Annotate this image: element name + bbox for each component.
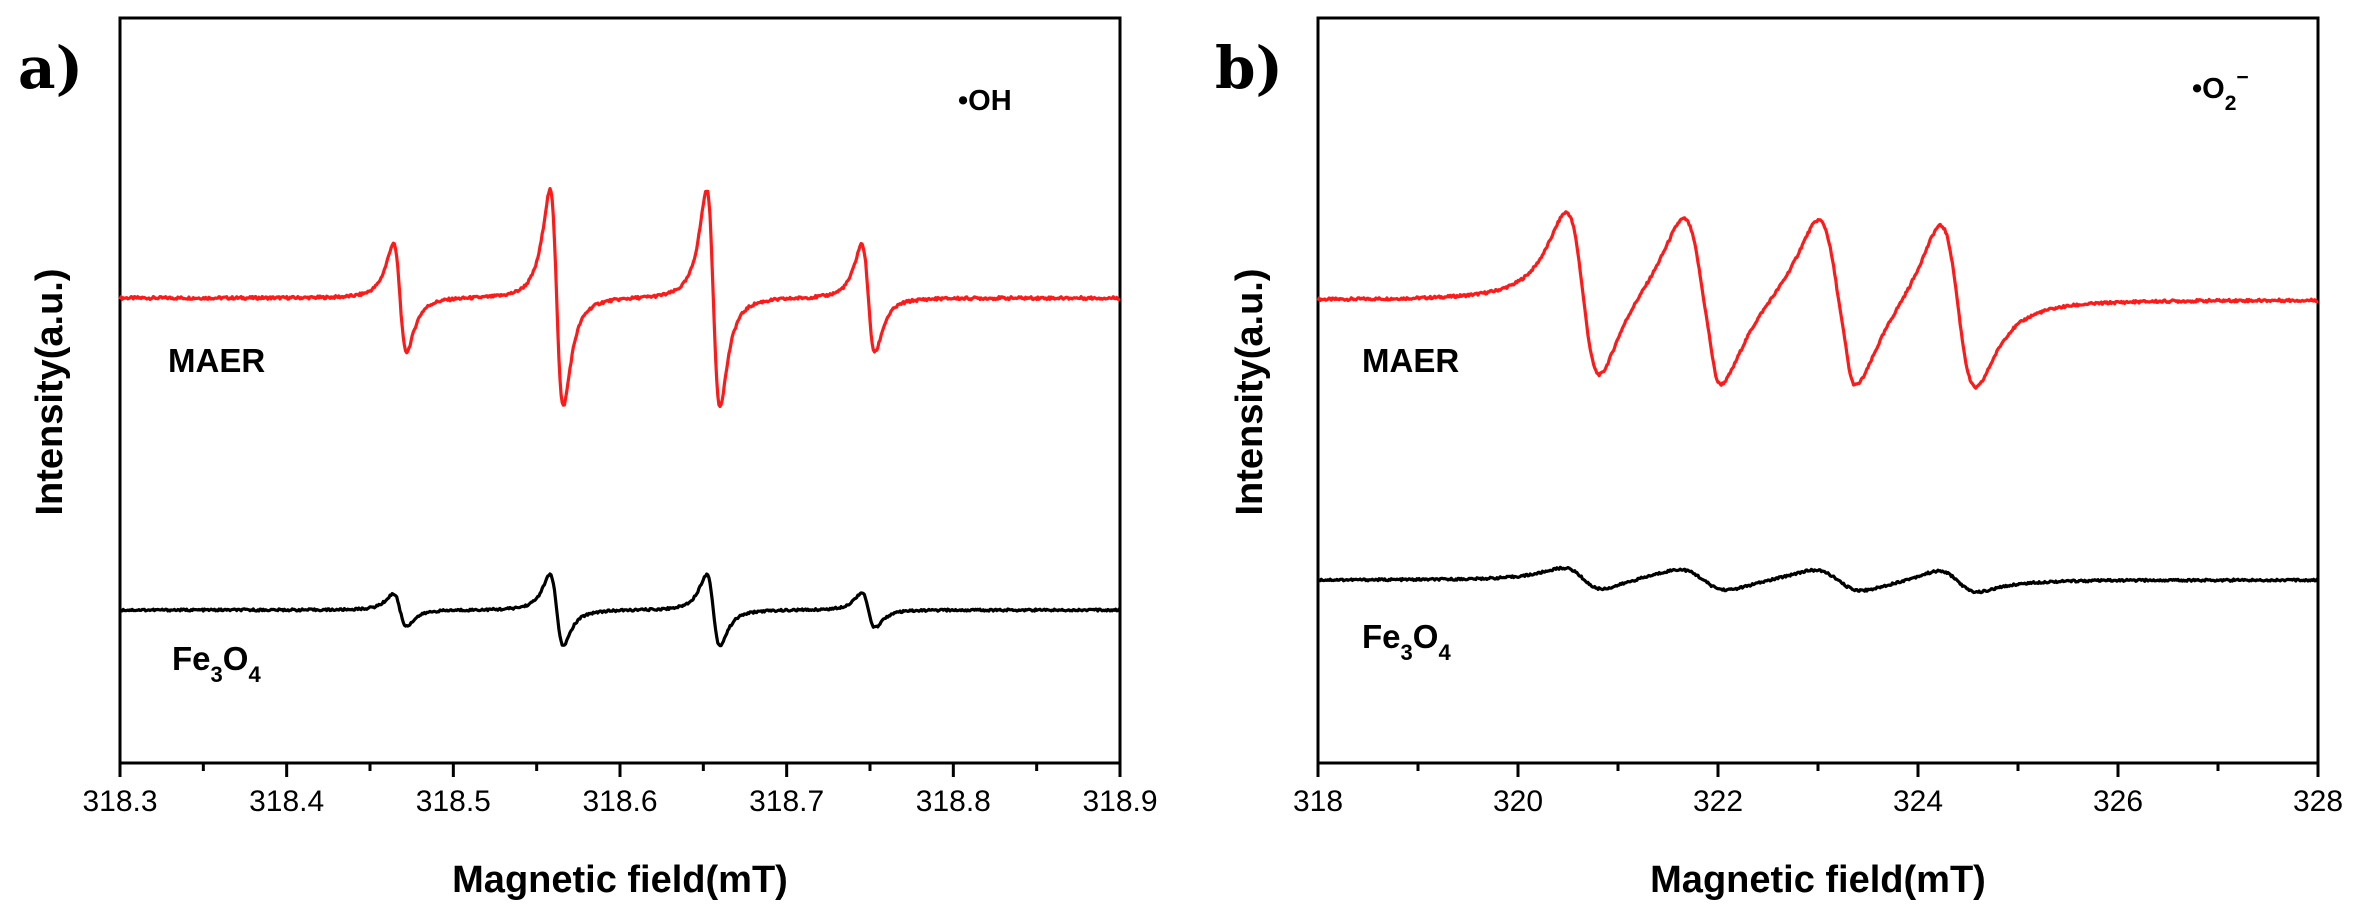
panel-b-y-axis-title: Intensity(a.u.) [1229,268,1271,515]
x-tick-label: 318.9 [1082,785,1157,818]
panel-a-maer-label: MAER [168,342,265,379]
panel-b-superoxide-spectrum: b) 318 320 322 324 326 328 Magnetic field(mT)… [1215,16,2343,901]
panel-b-superoxide-annotation: •O2− [2192,66,2249,115]
panel-a-label: a) [18,34,83,102]
panel-a-x-axis-title: Magnetic field(mT) [452,859,788,901]
x-tick-label: 318 [1293,785,1343,818]
panel-a-oh-spectrum: a) 318.3 318.4 318.5 318.6 318.7 318.8 318.9 M… [18,16,1158,901]
panel-a-x-ticks: 318.3 318.4 318.5 318.6 318.7 318.8 318.9 [82,763,1158,818]
panel-a-y-axis-title: Intensity(a.u.) [29,268,71,515]
panel-b-label: b) [1215,34,1283,102]
panel-b-x-ticks: 318 320 322 324 326 328 [1293,763,2343,818]
panel-a-fe3o4-label: Fe3O4 [172,640,261,687]
x-tick-label: 328 [2293,785,2343,818]
panel-a-traces [118,187,1122,648]
x-tick-label: 318.7 [749,785,824,818]
panel-a-frame [118,16,1122,765]
trace-maer [1316,210,2319,390]
panel-b-x-axis-title: Magnetic field(mT) [1650,859,1986,901]
x-tick-label: 318.4 [249,785,324,818]
trace-fe3o4 [1316,565,2320,595]
trace-maer [118,187,1121,409]
panel-a-oh-annotation: •OH [958,85,1012,117]
panel-b-frame [1316,16,2320,765]
panel-b-traces [1316,210,2320,595]
panel-b-fe3o4-label: Fe3O4 [1362,618,1451,665]
x-tick-label: 322 [1693,785,1743,818]
x-tick-label: 320 [1493,785,1543,818]
x-tick-label: 318.3 [82,785,157,818]
x-tick-label: 318.6 [582,785,657,818]
panel-b-maer-label: MAER [1362,342,1459,379]
x-tick-label: 324 [1893,785,1943,818]
trace-fe3o4 [118,572,1122,648]
x-tick-label: 326 [2093,785,2143,818]
x-tick-label: 318.8 [916,785,991,818]
x-tick-label: 318.5 [416,785,491,818]
